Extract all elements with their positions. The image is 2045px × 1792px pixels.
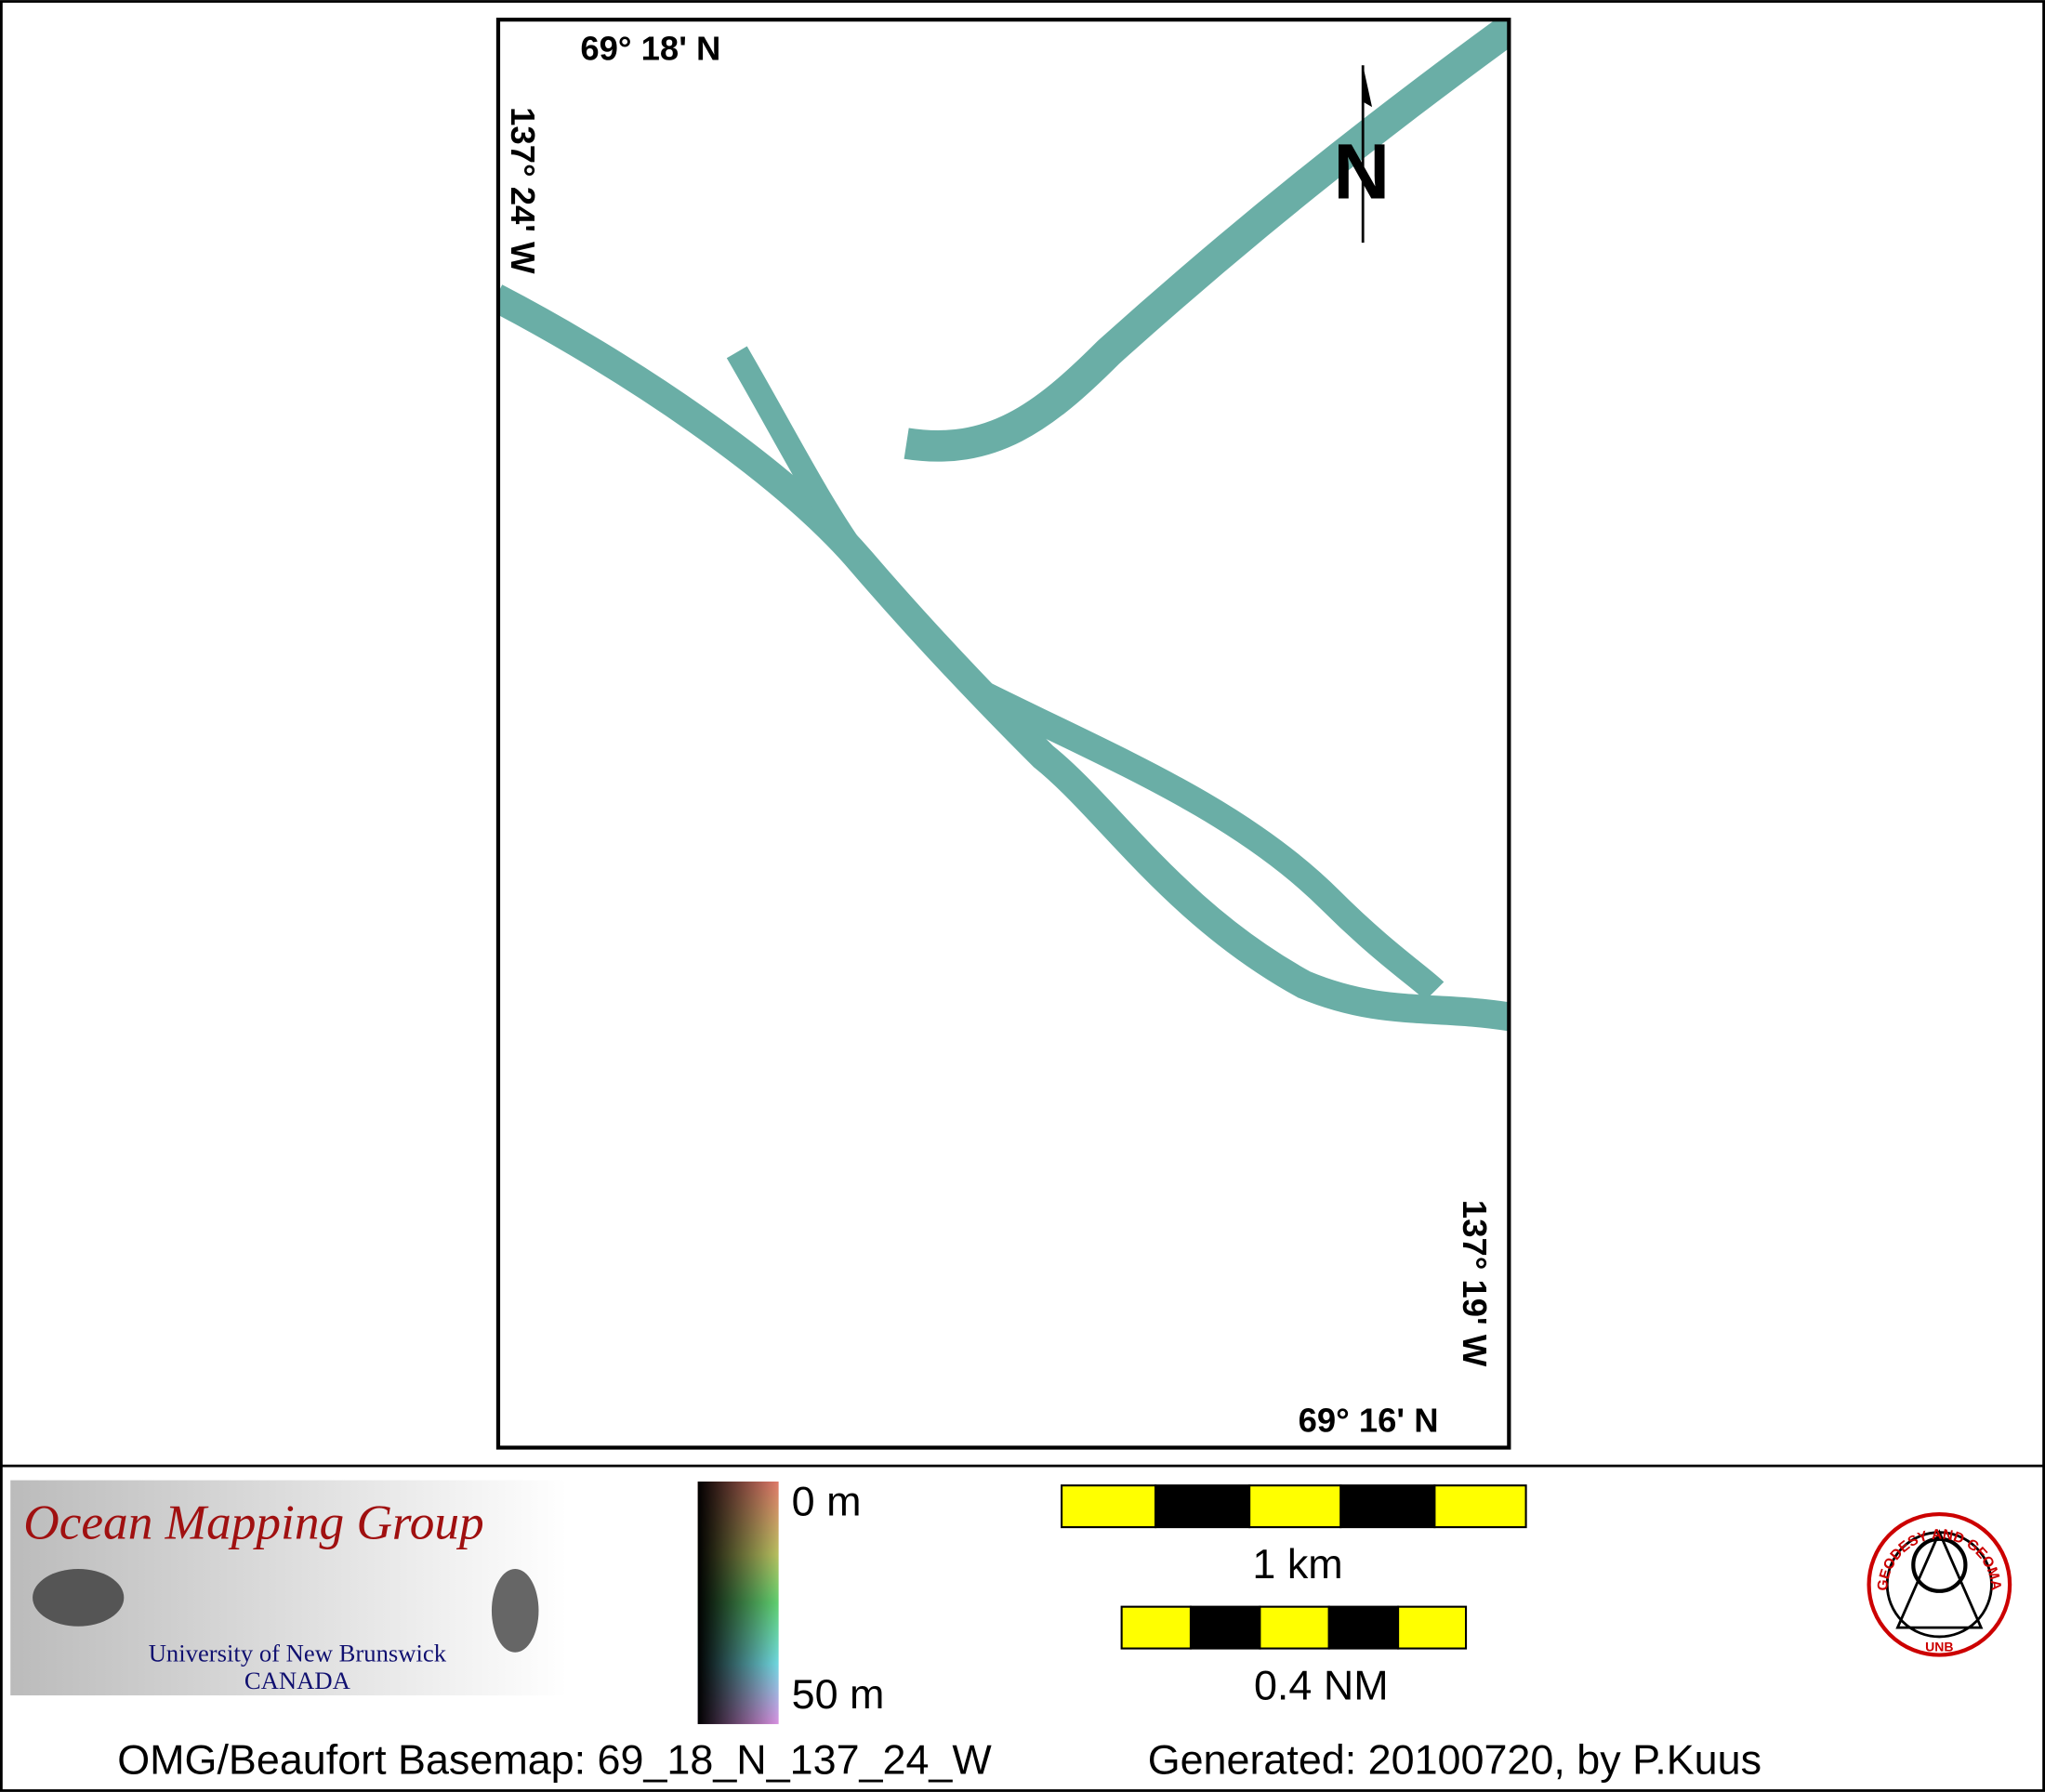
university: University of New Brunswick xyxy=(149,1640,447,1667)
logo-shape xyxy=(491,1568,539,1653)
footer-generated: Generated: 20100720, by P.Kuus xyxy=(1148,1735,1761,1783)
lat-label: 69° 16' N xyxy=(1299,1402,1439,1440)
map-frame xyxy=(495,18,1511,1450)
scalebars xyxy=(1061,1484,1527,1650)
lat-label: 69° 18' N xyxy=(580,30,720,68)
colorbar-label: 50 m xyxy=(792,1670,885,1718)
lon-label: 137° 24' W xyxy=(504,107,542,274)
survey-swaths xyxy=(497,20,1510,1032)
colorbar: 0 m 50 m xyxy=(697,1477,885,1724)
scale-label: 0.4 NM xyxy=(1254,1661,1389,1708)
logo-shape xyxy=(33,1568,125,1627)
colorbar-shade xyxy=(697,1481,779,1724)
omg-logo: Ocean Mapping Group University of New Br… xyxy=(10,1480,568,1696)
map: 69° 18' N 137° 24' W 69° 16' N 137° 19' … xyxy=(495,18,1511,1450)
group-title: Ocean Mapping Group xyxy=(23,1495,483,1550)
lon-label: 137° 19' W xyxy=(1456,1200,1494,1367)
colorbar-label: 0 m xyxy=(792,1477,862,1524)
scale-label: 1 km xyxy=(1252,1540,1342,1588)
north-arrow-head xyxy=(1363,65,1373,108)
footer-basemap: OMG/Beaufort Basemap: 69_18_N_137_24_W xyxy=(117,1735,992,1783)
logo-bottom-text: UNB xyxy=(1925,1639,1953,1654)
north-label: N xyxy=(1333,127,1390,215)
country: CANADA xyxy=(244,1667,351,1694)
